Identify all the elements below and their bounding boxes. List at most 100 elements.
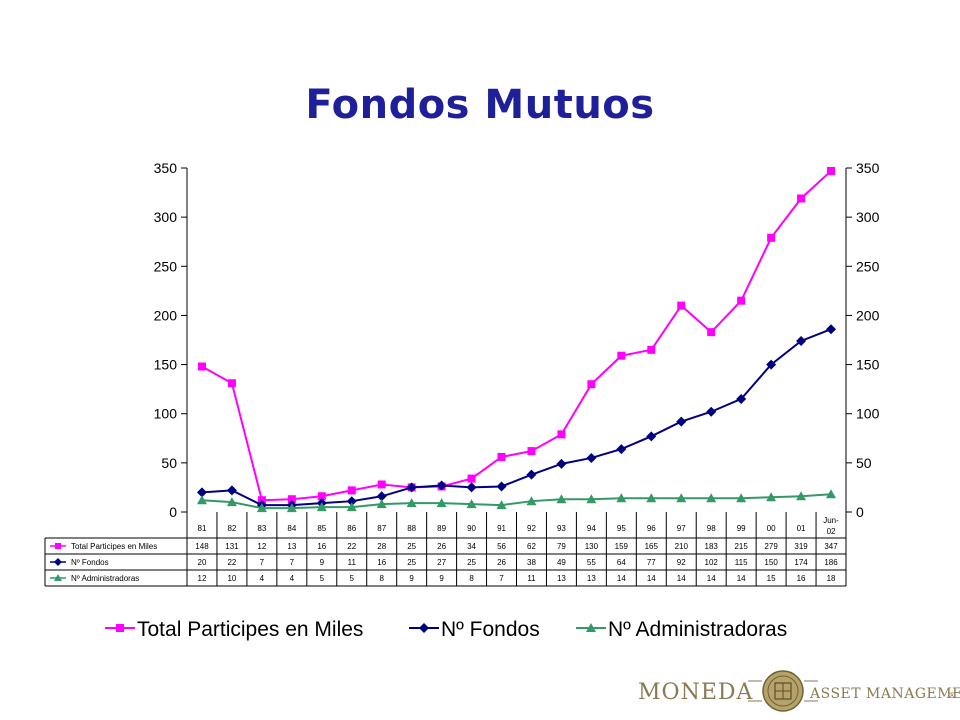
table-cell: 165 (645, 542, 659, 551)
data-point-0 (527, 447, 536, 456)
table-cell: 16 (797, 574, 806, 583)
table-legend-key-marker (54, 558, 62, 566)
x-tick-label: 02 (827, 527, 836, 536)
table-cell: 13 (557, 574, 566, 583)
table-legend-key-marker (55, 543, 61, 549)
data-point-2 (496, 500, 507, 510)
data-point-2 (406, 498, 417, 508)
y-tick-label-right: 200 (856, 307, 880, 323)
y-tick-label-left: 150 (154, 357, 178, 373)
data-point-0 (467, 474, 476, 483)
table-cell: 9 (320, 558, 325, 567)
y-tick-label-right: 250 (856, 258, 880, 274)
x-tick-label: 99 (737, 524, 746, 533)
y-tick-label-left: 100 (154, 406, 178, 422)
data-point-2 (466, 499, 477, 509)
series-line-0 (201, 170, 832, 502)
table-cell: 14 (677, 574, 686, 583)
data-point-0 (197, 362, 206, 371)
x-tick-label: 97 (677, 524, 686, 533)
table-cell: 16 (317, 542, 326, 551)
table-cell: 14 (647, 574, 656, 583)
data-point-2 (556, 494, 567, 504)
legend-marker (586, 623, 596, 632)
data-point-1 (346, 496, 357, 507)
table-cell: 115 (735, 558, 748, 567)
table-cell: 5 (320, 574, 325, 583)
y-tick-label-right: 50 (856, 455, 872, 471)
table-cell: 14 (737, 574, 746, 583)
table-row-label: Nº Fondos (71, 558, 109, 567)
data-point-0 (497, 452, 506, 461)
table-cell: 131 (225, 542, 239, 551)
table-cell: 64 (617, 558, 626, 567)
table-cell: 8 (379, 574, 384, 583)
table-cell: 11 (348, 558, 357, 567)
logo-registered-mark: ® (948, 691, 956, 700)
data-point-0 (557, 430, 566, 439)
data-point-2 (376, 499, 387, 509)
table-cell: 92 (677, 558, 686, 567)
data-point-2 (796, 491, 807, 501)
data-point-0 (677, 301, 686, 310)
data-point-2 (256, 503, 267, 513)
table-cell: 79 (557, 542, 566, 551)
y-tick-label-left: 0 (169, 504, 177, 520)
logo-right-text: ASSET MANAGEMENT (809, 686, 960, 702)
series-line-2 (201, 493, 832, 510)
table-cell: 7 (290, 558, 295, 567)
data-point-2 (316, 502, 327, 512)
table-cell: 26 (497, 558, 506, 567)
data-point-2 (586, 494, 597, 504)
table-cell: 4 (260, 574, 265, 583)
data-point-0 (647, 345, 656, 354)
table-cell: 34 (467, 542, 476, 551)
data-point-0 (317, 492, 326, 501)
data-point-1 (526, 469, 537, 480)
data-point-0 (827, 166, 836, 175)
table-cell: 319 (794, 542, 808, 551)
x-tick-label: 83 (257, 524, 266, 533)
table-cell: 28 (377, 542, 386, 551)
table-cell: 7 (260, 558, 265, 567)
data-point-1 (796, 335, 807, 346)
table-cell: 22 (347, 542, 356, 551)
table-cell: 62 (527, 542, 536, 551)
data-point-0 (767, 233, 776, 242)
data-point-1 (406, 482, 417, 493)
x-tick-label: 93 (557, 524, 566, 533)
data-point-2 (226, 497, 237, 507)
legend-marker (116, 624, 124, 632)
data-point-2 (286, 503, 297, 513)
data-point-2 (436, 498, 447, 508)
table-legend-key-marker (54, 574, 62, 581)
data-point-0 (797, 194, 806, 203)
table-cell: 25 (467, 558, 476, 567)
data-point-2 (736, 493, 747, 503)
table-cell: 210 (675, 542, 689, 551)
legend-marker (419, 623, 429, 633)
x-tick-label: 90 (467, 524, 476, 533)
x-tick-label: 96 (647, 524, 656, 533)
y-tick-label-right: 150 (856, 357, 880, 373)
table-cell: 27 (437, 558, 446, 567)
data-point-0 (227, 379, 236, 388)
data-point-2 (646, 493, 657, 503)
chart-title: Fondos Mutuos (305, 82, 655, 128)
data-point-1 (766, 359, 777, 370)
data-point-1 (436, 480, 447, 491)
table-cell: 186 (824, 558, 838, 567)
legend-label: Nº Administradoras (608, 618, 787, 641)
data-point-1 (226, 485, 237, 496)
table-cell: 11 (527, 574, 536, 583)
x-tick-label: 98 (707, 524, 716, 533)
table-cell: 56 (497, 542, 506, 551)
coin-emblem-icon (762, 670, 804, 712)
data-point-2 (826, 489, 837, 499)
table-cell: 5 (350, 574, 355, 583)
x-tick-label: 86 (347, 524, 356, 533)
x-tick-label: 82 (227, 524, 236, 533)
y-tick-label-right: 350 (856, 160, 880, 176)
table-cell: 9 (409, 574, 414, 583)
table-cell: 183 (705, 542, 719, 551)
